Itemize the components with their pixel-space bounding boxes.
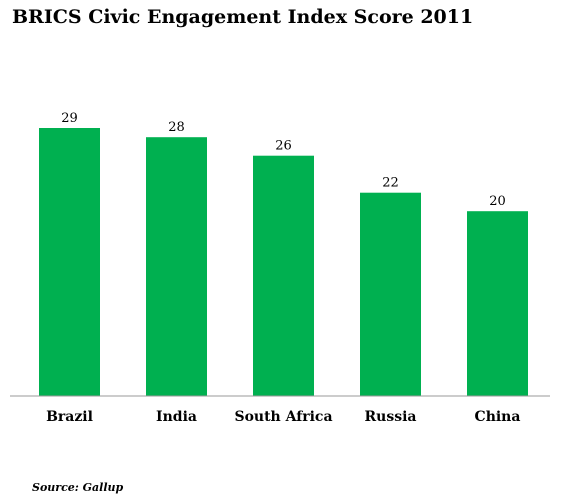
bar-india bbox=[146, 137, 207, 396]
category-label-china: China bbox=[475, 409, 521, 425]
bar-brazil bbox=[39, 128, 100, 396]
bars-group bbox=[39, 128, 528, 396]
value-label-brazil: 29 bbox=[61, 111, 78, 126]
category-labels-group: Brazil India South Africa Russia China bbox=[46, 409, 520, 425]
value-label-south-africa: 26 bbox=[275, 139, 292, 154]
bar-china bbox=[467, 211, 528, 396]
bar-russia bbox=[360, 192, 421, 396]
value-label-russia: 22 bbox=[382, 176, 399, 191]
category-label-south-africa: South Africa bbox=[234, 409, 332, 425]
bar-south-africa bbox=[253, 155, 314, 396]
source-note: Source: Gallup bbox=[32, 481, 124, 494]
value-label-india: 28 bbox=[168, 120, 185, 135]
value-label-china: 20 bbox=[489, 194, 506, 209]
chart-title: BRICS Civic Engagement Index Score 2011 bbox=[12, 6, 474, 28]
category-label-russia: Russia bbox=[365, 409, 417, 425]
category-label-brazil: Brazil bbox=[46, 409, 93, 425]
value-labels-group: 29 28 26 22 20 bbox=[61, 111, 506, 209]
category-label-india: India bbox=[156, 409, 197, 425]
